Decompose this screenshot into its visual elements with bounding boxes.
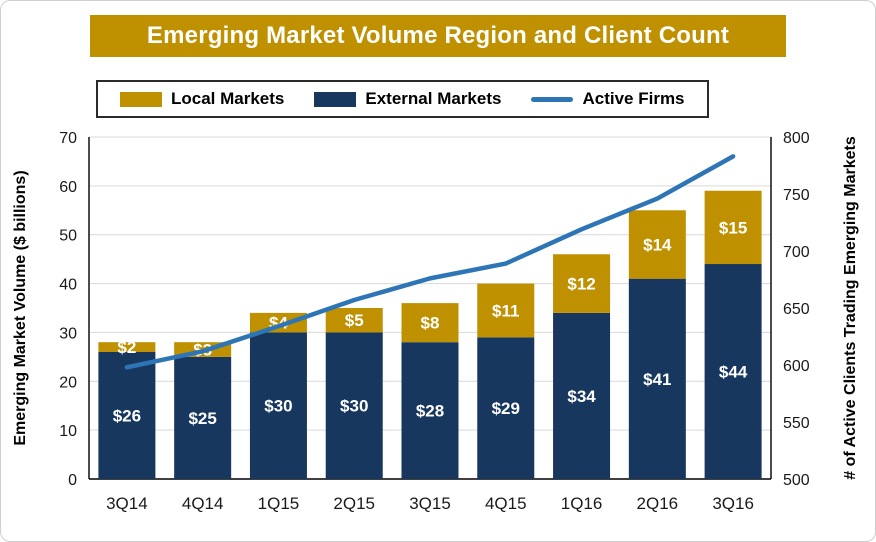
bar-label-external: $25 [188,409,216,428]
bar-external-markets [477,337,535,479]
bar-local-markets [553,254,611,313]
legend-label: External Markets [365,89,502,108]
left-axis-tick-label: 70 [59,130,77,147]
right-axis-tick-label: 550 [783,415,810,432]
left-axis-tick-label: 50 [59,228,77,245]
active-firms-line [124,154,736,370]
x-axis-tick-label: 4Q15 [485,494,527,513]
left-axis-tick-label: 0 [68,472,77,489]
right-axis-tick-label: 800 [783,130,810,147]
bar-local-markets [401,303,459,343]
bar-label-local: $2 [117,338,136,357]
bar-local-markets [325,308,383,333]
bar-label-local: $5 [345,311,364,330]
left-axis-tick-label: 20 [59,374,77,391]
right-axis-tick-label: 650 [783,301,810,318]
chart-svg: 0 10 20 30 40 50 60 70 500 550 600 650 700 750 800 $26 $… [12,130,859,513]
bar-external-markets [249,332,307,479]
external-markets-swatch-icon [314,91,357,107]
chart-title-banner: Emerging Market Volume Region and Client… [90,15,786,57]
bar-external-markets [174,356,232,479]
active-firms-line-swatch-icon [531,96,574,102]
chart-plot-area: 0 10 20 30 40 50 60 70 500 550 600 650 700 750 800 $26 $… [1,119,875,539]
right-axis-tick-label: 600 [783,358,810,375]
bar-label-external: $44 [719,363,748,382]
x-axis-tick-label: 3Q16 [712,494,754,513]
right-axis-title: # of Active Clients Trading Emerging Mar… [842,136,859,480]
x-axis-tick-label: 3Q14 [106,494,148,513]
bar-external-markets [325,332,383,479]
legend-item-local-markets: Local Markets [120,89,284,109]
chart-title: Emerging Market Volume Region and Client… [146,22,730,49]
bar-label-local: $15 [719,218,747,237]
left-axis-tick-label: 40 [59,277,77,294]
right-axis-tick-label: 750 [783,187,810,204]
chart-legend: Local Markets External Markets Active Fi… [96,80,709,118]
bar-external-markets [553,312,611,479]
right-axis-tick-label: 700 [783,244,810,261]
left-axis-tick-label: 10 [59,423,77,440]
x-axis-tick-label: 2Q15 [333,494,375,513]
bar-label-local: $8 [421,314,440,333]
bar-external-markets [401,342,459,479]
bar-external-markets [98,351,156,479]
local-markets-swatch-icon [120,91,162,107]
left-axis-tick-label: 60 [59,179,77,196]
bar-local-markets [477,283,535,338]
bar-label-external: $41 [643,370,671,389]
legend-item-external-markets: External Markets [314,89,501,109]
bar-label-external: $29 [492,399,520,418]
bar-local-markets [249,312,307,333]
legend-label: Active Firms [582,89,685,108]
bar-local-markets [628,210,686,279]
x-axis-tick-label: 1Q16 [561,494,603,513]
x-axis-tick-label: 2Q16 [637,494,679,513]
bar-label-external: $28 [416,402,444,421]
x-axis-tick-label: 1Q15 [258,494,300,513]
legend-item-active-firms: Active Firms [531,89,685,109]
bar-local-markets [98,342,156,352]
bar-label-external: $30 [340,397,368,416]
bar-local-markets [704,190,762,265]
bar-label-local: $14 [643,235,672,254]
bar-external-markets [628,278,686,479]
legend-label: Local Markets [171,89,285,108]
x-axis-tick-label: 3Q15 [409,494,451,513]
bar-external-markets [704,264,762,479]
left-axis-title: Emerging Market Volume ($ billions) [12,170,29,445]
x-axis-tick-label: 4Q14 [182,494,224,513]
bar-label-external: $34 [567,387,596,406]
right-axis-tick-label: 500 [783,472,810,489]
bar-label-external: $30 [264,397,292,416]
bar-label-local: $11 [492,301,519,320]
bar-label-external: $26 [113,406,141,425]
left-axis-tick-label: 30 [59,325,77,342]
bar-label-local: $12 [567,275,595,294]
